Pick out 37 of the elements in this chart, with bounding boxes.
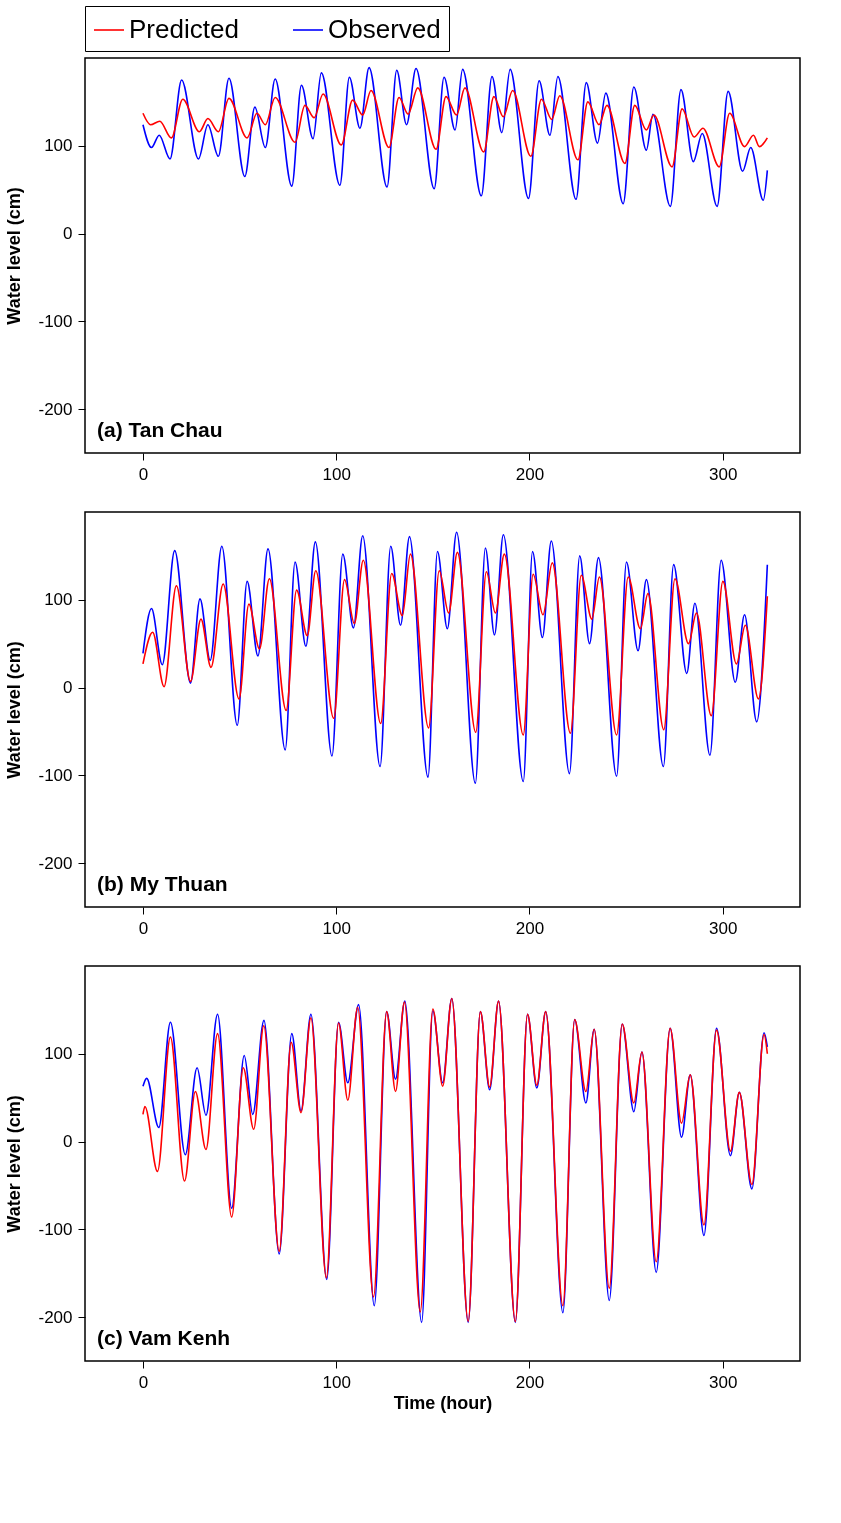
line-series	[142, 87, 769, 168]
y-tick-label: 100	[44, 136, 73, 156]
x-tick-label: 100	[322, 1372, 351, 1392]
y-tick-label: 0	[63, 224, 73, 244]
y-tick-label: -100	[38, 765, 73, 785]
annotation: (b) My Thuan	[97, 872, 228, 895]
legend-label: Observed	[328, 14, 441, 44]
y-tick-label: 0	[63, 1132, 73, 1152]
legend-label: Predicted	[129, 14, 239, 44]
x-tick-label: 300	[709, 1372, 738, 1392]
line-series	[142, 66, 769, 208]
x-tick-label: 300	[709, 464, 738, 484]
y-tick-label: -100	[38, 1219, 73, 1239]
x-tick-label: 200	[515, 464, 545, 484]
y-axis-title: Water level (cm)	[4, 187, 25, 325]
annotation: (a) Tan Chau	[97, 418, 223, 441]
x-tick-label: 200	[515, 918, 545, 938]
x-axis-title: Time (hour)	[393, 1392, 493, 1413]
x-tick-label: 300	[709, 918, 738, 938]
y-tick-label: 0	[63, 678, 73, 698]
x-tick-label: 0	[138, 1372, 149, 1392]
x-tick-label: 200	[515, 1372, 545, 1392]
y-tick-label: -200	[38, 853, 73, 873]
x-tick-label: 0	[138, 918, 149, 938]
y-tick-label: -200	[38, 1307, 73, 1327]
y-axis-title: Water level (cm)	[4, 1095, 25, 1233]
annotation: (c) Vam Kenh	[97, 1326, 231, 1349]
x-tick-label: 0	[138, 464, 149, 484]
y-tick-label: 100	[44, 590, 73, 610]
x-tick-label: 100	[322, 464, 351, 484]
y-tick-label: -200	[38, 399, 73, 419]
y-tick-label: 100	[44, 1044, 73, 1064]
y-axis-title: Water level (cm)	[4, 641, 25, 779]
line-series	[142, 531, 769, 785]
y-tick-label: -100	[38, 311, 73, 331]
line-series	[142, 551, 769, 736]
x-tick-label: 100	[322, 918, 351, 938]
